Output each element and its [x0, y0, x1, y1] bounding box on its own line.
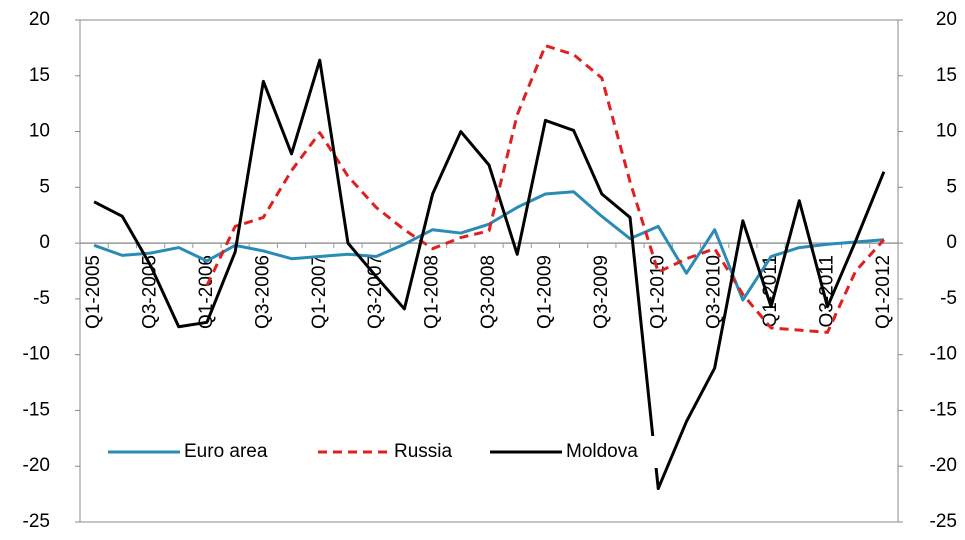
series-line	[93, 58, 886, 491]
x-tick-label: Q1-2012	[873, 255, 894, 329]
y2-tick-label: -10	[930, 344, 957, 365]
x-tick-label: Q1-2009	[534, 255, 555, 329]
x-tick-label: Q1-2011	[760, 255, 781, 328]
y-tick-label: 15	[29, 65, 50, 86]
x-tick-label: Q1-2006	[196, 255, 217, 329]
y2-tick-label: 15	[936, 65, 957, 86]
x-tick-label: Q3-2008	[478, 255, 499, 329]
y2-tick-label: 20	[936, 9, 957, 30]
legend-label: Euro area	[184, 441, 268, 462]
y-tick-label: -20	[23, 455, 50, 476]
y-tick-label: -10	[23, 344, 50, 365]
y-tick-label: 5	[39, 176, 50, 197]
y2-tick-label: -20	[930, 455, 957, 476]
legend-label: Russia	[394, 441, 453, 462]
y-tick-label: -15	[23, 399, 50, 420]
y2-tick-label: 5	[946, 176, 957, 197]
series-line	[93, 190, 885, 302]
x-tick-label: Q1-2010	[647, 255, 668, 329]
x-tick-label: Q3-2006	[252, 255, 273, 329]
y-tick-label: -25	[23, 511, 50, 532]
y2-tick-label: -15	[930, 399, 957, 420]
x-tick-label: Q1-2005	[83, 255, 104, 329]
x-tick-label: Q3-2010	[704, 255, 725, 329]
y2-tick-label: 0	[946, 232, 957, 253]
y2-tick-label: 10	[936, 121, 957, 142]
y2-tick-label: -5	[940, 288, 957, 309]
x-tick-label: Q1-2008	[422, 255, 443, 329]
x-tick-label: Q3-2009	[591, 255, 612, 329]
x-tick-label: Q3-2011	[816, 255, 837, 328]
y-tick-label: 10	[29, 121, 50, 142]
series-line	[205, 44, 886, 334]
legend-label: Moldova	[566, 441, 638, 462]
x-tick-label: Q1-2007	[309, 255, 330, 329]
x-tick-label: Q3-2007	[365, 255, 386, 329]
y-tick-label: 20	[29, 9, 50, 30]
y2-tick-label: -25	[930, 511, 957, 532]
y-tick-label: 0	[39, 232, 50, 253]
y-tick-label: -5	[33, 288, 50, 309]
plot-frame	[79, 19, 899, 523]
